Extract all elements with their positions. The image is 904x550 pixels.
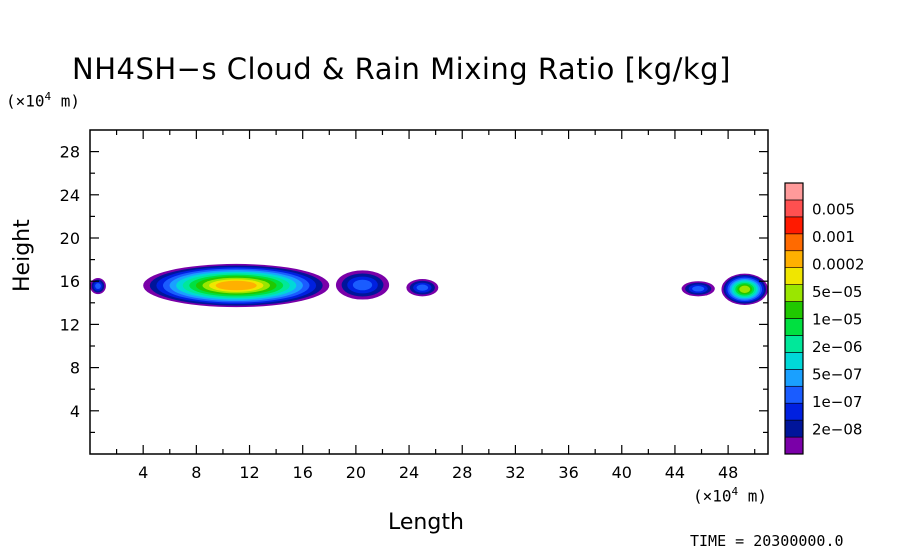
colorbar-swatch bbox=[784, 267, 804, 285]
x-unit-tail: m) bbox=[738, 486, 768, 506]
x-tick-label: 20 bbox=[346, 463, 366, 482]
colorbar-swatch bbox=[784, 199, 804, 218]
cloud-main-cloud bbox=[143, 263, 330, 308]
colorbar-label: 0.005 bbox=[812, 200, 855, 218]
x-tick-label: 16 bbox=[293, 463, 313, 482]
x-tick-label: 40 bbox=[612, 463, 632, 482]
x-tick-label: 32 bbox=[505, 463, 525, 482]
colorbar-swatch bbox=[784, 284, 804, 302]
colorbar-frame bbox=[784, 182, 804, 455]
colorbar-swatch bbox=[784, 369, 804, 387]
x-tick-label: 4 bbox=[138, 463, 148, 482]
colorbar: 0.005 0.001 0.0002 5e−05 1e−05 2e−06 5e−07 1e−0… bbox=[784, 182, 865, 455]
colorbar-swatch bbox=[784, 301, 804, 319]
cloud-contour bbox=[692, 286, 705, 292]
colorbar-swatch bbox=[784, 233, 804, 252]
cloud-contour bbox=[739, 285, 751, 293]
x-tick-label: 36 bbox=[558, 463, 578, 482]
colorbar-swatch bbox=[784, 335, 804, 353]
cloud-contour bbox=[352, 279, 373, 291]
colorbar-swatch bbox=[784, 318, 804, 336]
y-unit-exp: 4 bbox=[44, 90, 52, 103]
colorbar-swatch bbox=[784, 385, 804, 404]
y-tick-label: 4 bbox=[70, 402, 80, 421]
x-unit-base: (×10 bbox=[693, 486, 732, 506]
colorbar-label: 2e−08 bbox=[812, 421, 862, 439]
colorbar-label: 5e−05 bbox=[812, 283, 862, 301]
x-tick-label: 24 bbox=[399, 463, 419, 482]
colorbar-swatch bbox=[784, 182, 804, 201]
y-tick-label: 16 bbox=[60, 272, 80, 291]
y-tick-label: 24 bbox=[60, 186, 80, 205]
cloud-contour bbox=[215, 280, 257, 291]
x-tick-label: 8 bbox=[191, 463, 201, 482]
cloud-contour bbox=[416, 284, 429, 291]
cloud-fields bbox=[90, 263, 768, 308]
y-tick-label: 20 bbox=[60, 229, 80, 248]
colorbar-swatch bbox=[784, 250, 804, 268]
cloud-contour bbox=[95, 283, 101, 289]
colorbar-swatch bbox=[784, 419, 804, 438]
x-tick-label: 48 bbox=[718, 463, 738, 482]
cloud-cloud-25 bbox=[406, 279, 439, 297]
colorbar-swatch bbox=[784, 216, 804, 235]
plot-frame bbox=[89, 129, 769, 455]
colorbar-swatch bbox=[784, 352, 804, 370]
y-tick-label: 12 bbox=[60, 315, 80, 334]
cloud-cloud-20 bbox=[335, 270, 390, 300]
colorbar-label: 1e−05 bbox=[812, 311, 862, 329]
y-unit-base: (×10 bbox=[6, 91, 45, 111]
x-tick-label: 44 bbox=[665, 463, 685, 482]
colorbar-swatch bbox=[784, 402, 804, 421]
cloud-cloud-49 bbox=[721, 273, 768, 305]
cloud-cloud-45 bbox=[681, 281, 715, 297]
colorbar-label: 2e−06 bbox=[812, 338, 862, 356]
x-tick-label: 12 bbox=[239, 463, 259, 482]
colorbar-label: 0.0002 bbox=[812, 255, 865, 273]
colorbar-label: 5e−07 bbox=[812, 366, 862, 384]
x-unit-exp: 4 bbox=[731, 485, 739, 498]
y-unit-label: (×104 m) bbox=[6, 90, 80, 110]
x-axis-label: Length bbox=[388, 510, 464, 535]
colorbar-label: 1e−07 bbox=[812, 393, 862, 411]
colorbar-swatch bbox=[784, 436, 804, 455]
cloud-cloud-left-edge bbox=[90, 277, 106, 295]
y-tick-label: 28 bbox=[60, 143, 80, 162]
chart-title: NH4SH−s Cloud & Rain Mixing Ratio [kg/kg… bbox=[72, 52, 731, 86]
y-tick-label: 8 bbox=[70, 359, 80, 378]
x-unit-label: (×104 m) bbox=[693, 485, 767, 505]
colorbar-label: 0.001 bbox=[812, 228, 855, 246]
y-unit-tail: m) bbox=[51, 91, 81, 111]
x-tick-label: 28 bbox=[452, 463, 472, 482]
